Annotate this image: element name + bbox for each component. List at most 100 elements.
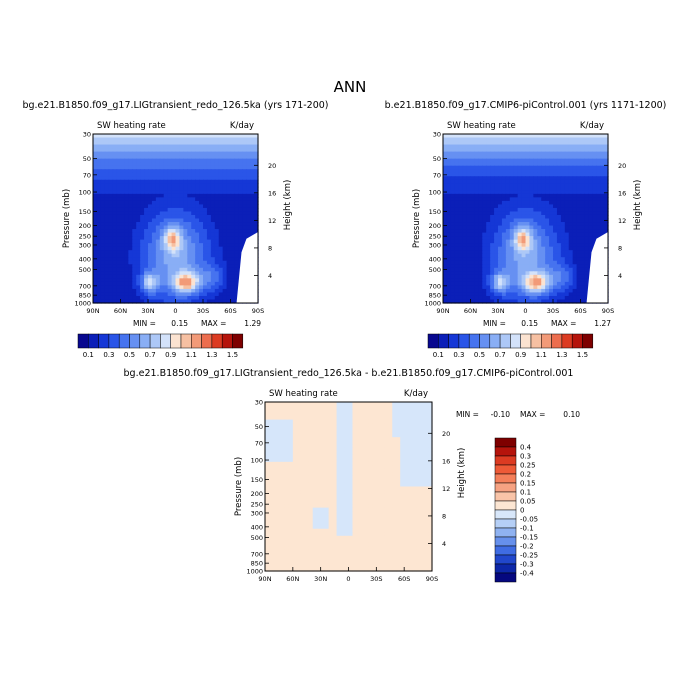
- field-cell: [474, 267, 479, 272]
- field-cell: [404, 458, 409, 463]
- field-cell: [104, 229, 110, 234]
- field-cell: [206, 264, 212, 269]
- field-cell: [120, 200, 126, 206]
- field-cell: [576, 134, 582, 139]
- colorbar-swatch: [561, 333, 573, 349]
- field-cell: [144, 186, 149, 191]
- field-cell: [584, 211, 589, 216]
- field-cell: [312, 465, 318, 470]
- field-cell: [604, 186, 609, 191]
- field-cell: [416, 451, 421, 456]
- field-cell: [159, 141, 165, 146]
- field-cell: [104, 239, 110, 244]
- field-cell: [203, 169, 208, 174]
- field-cell: [276, 426, 282, 431]
- field-cell: [424, 437, 429, 442]
- field-cell: [462, 225, 468, 230]
- field-cell: [490, 165, 495, 170]
- field-cell: [93, 299, 98, 304]
- field-cell: [171, 292, 177, 297]
- field-cell: [140, 176, 145, 181]
- field-cell: [128, 267, 133, 272]
- field-cell: [525, 151, 531, 156]
- field-cell: [458, 278, 464, 283]
- field-cell: [187, 165, 192, 170]
- field-cell: [320, 447, 326, 452]
- field-cell: [580, 169, 586, 174]
- field-cell: [280, 430, 286, 435]
- field-cell: [470, 243, 476, 248]
- field-cell: [272, 419, 278, 424]
- field-cell: [191, 134, 196, 139]
- field-cell: [541, 285, 546, 290]
- colorbar-swatch: [571, 333, 583, 349]
- field-cell: [214, 285, 220, 290]
- field-cell: [179, 274, 184, 279]
- field-cell: [272, 423, 278, 428]
- field-cell: [470, 141, 476, 146]
- field-cell: [163, 183, 169, 188]
- field-cell: [454, 141, 460, 146]
- field-cell: [576, 207, 582, 213]
- field-cell: [222, 155, 228, 160]
- field-cell: [93, 278, 98, 283]
- field-cell: [505, 257, 511, 262]
- field-cell: [478, 281, 483, 286]
- field-cell: [564, 229, 570, 234]
- field-cell: [568, 193, 574, 198]
- field-cell: [151, 288, 157, 294]
- field-cell: [537, 260, 542, 265]
- field-cell: [470, 250, 476, 255]
- field-cell: [120, 218, 126, 223]
- field-cell: [529, 218, 534, 223]
- field-cell: [486, 169, 491, 174]
- field-cell: [254, 179, 259, 184]
- contour-field: [443, 134, 609, 304]
- field-cell: [505, 250, 511, 255]
- field-cell: [288, 437, 294, 442]
- field-cell: [175, 134, 181, 139]
- field-cell: [195, 207, 200, 213]
- field-cell: [144, 148, 149, 153]
- field-cell: [490, 137, 495, 142]
- field-cell: [580, 271, 586, 276]
- field-cell: [356, 461, 362, 466]
- field-cell: [324, 419, 330, 424]
- field-cell: [494, 134, 499, 139]
- field-cell: [498, 207, 503, 213]
- field-cell: [132, 253, 137, 258]
- field-cell: [549, 278, 554, 283]
- field-cell: [128, 162, 133, 167]
- field-cell: [272, 440, 278, 445]
- field-cell: [501, 236, 507, 241]
- field-cell: [537, 144, 542, 149]
- colorbar-label: 0.5: [124, 351, 135, 359]
- field-cell: [408, 412, 413, 417]
- field-cell: [171, 141, 177, 146]
- field-cell: [276, 444, 282, 449]
- field-cell: [533, 165, 538, 170]
- field-cell: [159, 236, 165, 241]
- field-cell: [458, 274, 464, 279]
- field-cell: [529, 260, 534, 265]
- field-cell: [144, 176, 149, 181]
- field-cell: [148, 222, 153, 227]
- field-cell: [234, 151, 239, 156]
- field-cell: [396, 416, 401, 421]
- field-cell: [140, 243, 145, 248]
- field-cell: [268, 451, 274, 456]
- field-cell: [501, 211, 507, 216]
- field-cell: [545, 179, 550, 184]
- field-cell: [490, 183, 495, 188]
- field-cell: [513, 246, 519, 251]
- field-cell: [494, 250, 499, 255]
- field-cell: [572, 144, 578, 149]
- field-cell: [159, 204, 165, 209]
- field-cell: [556, 278, 562, 283]
- field-cell: [446, 155, 452, 160]
- field-cell: [525, 186, 531, 191]
- field-cell: [533, 257, 538, 262]
- field-cell: [556, 218, 562, 223]
- field-cell: [171, 211, 177, 216]
- field-cell: [238, 151, 243, 156]
